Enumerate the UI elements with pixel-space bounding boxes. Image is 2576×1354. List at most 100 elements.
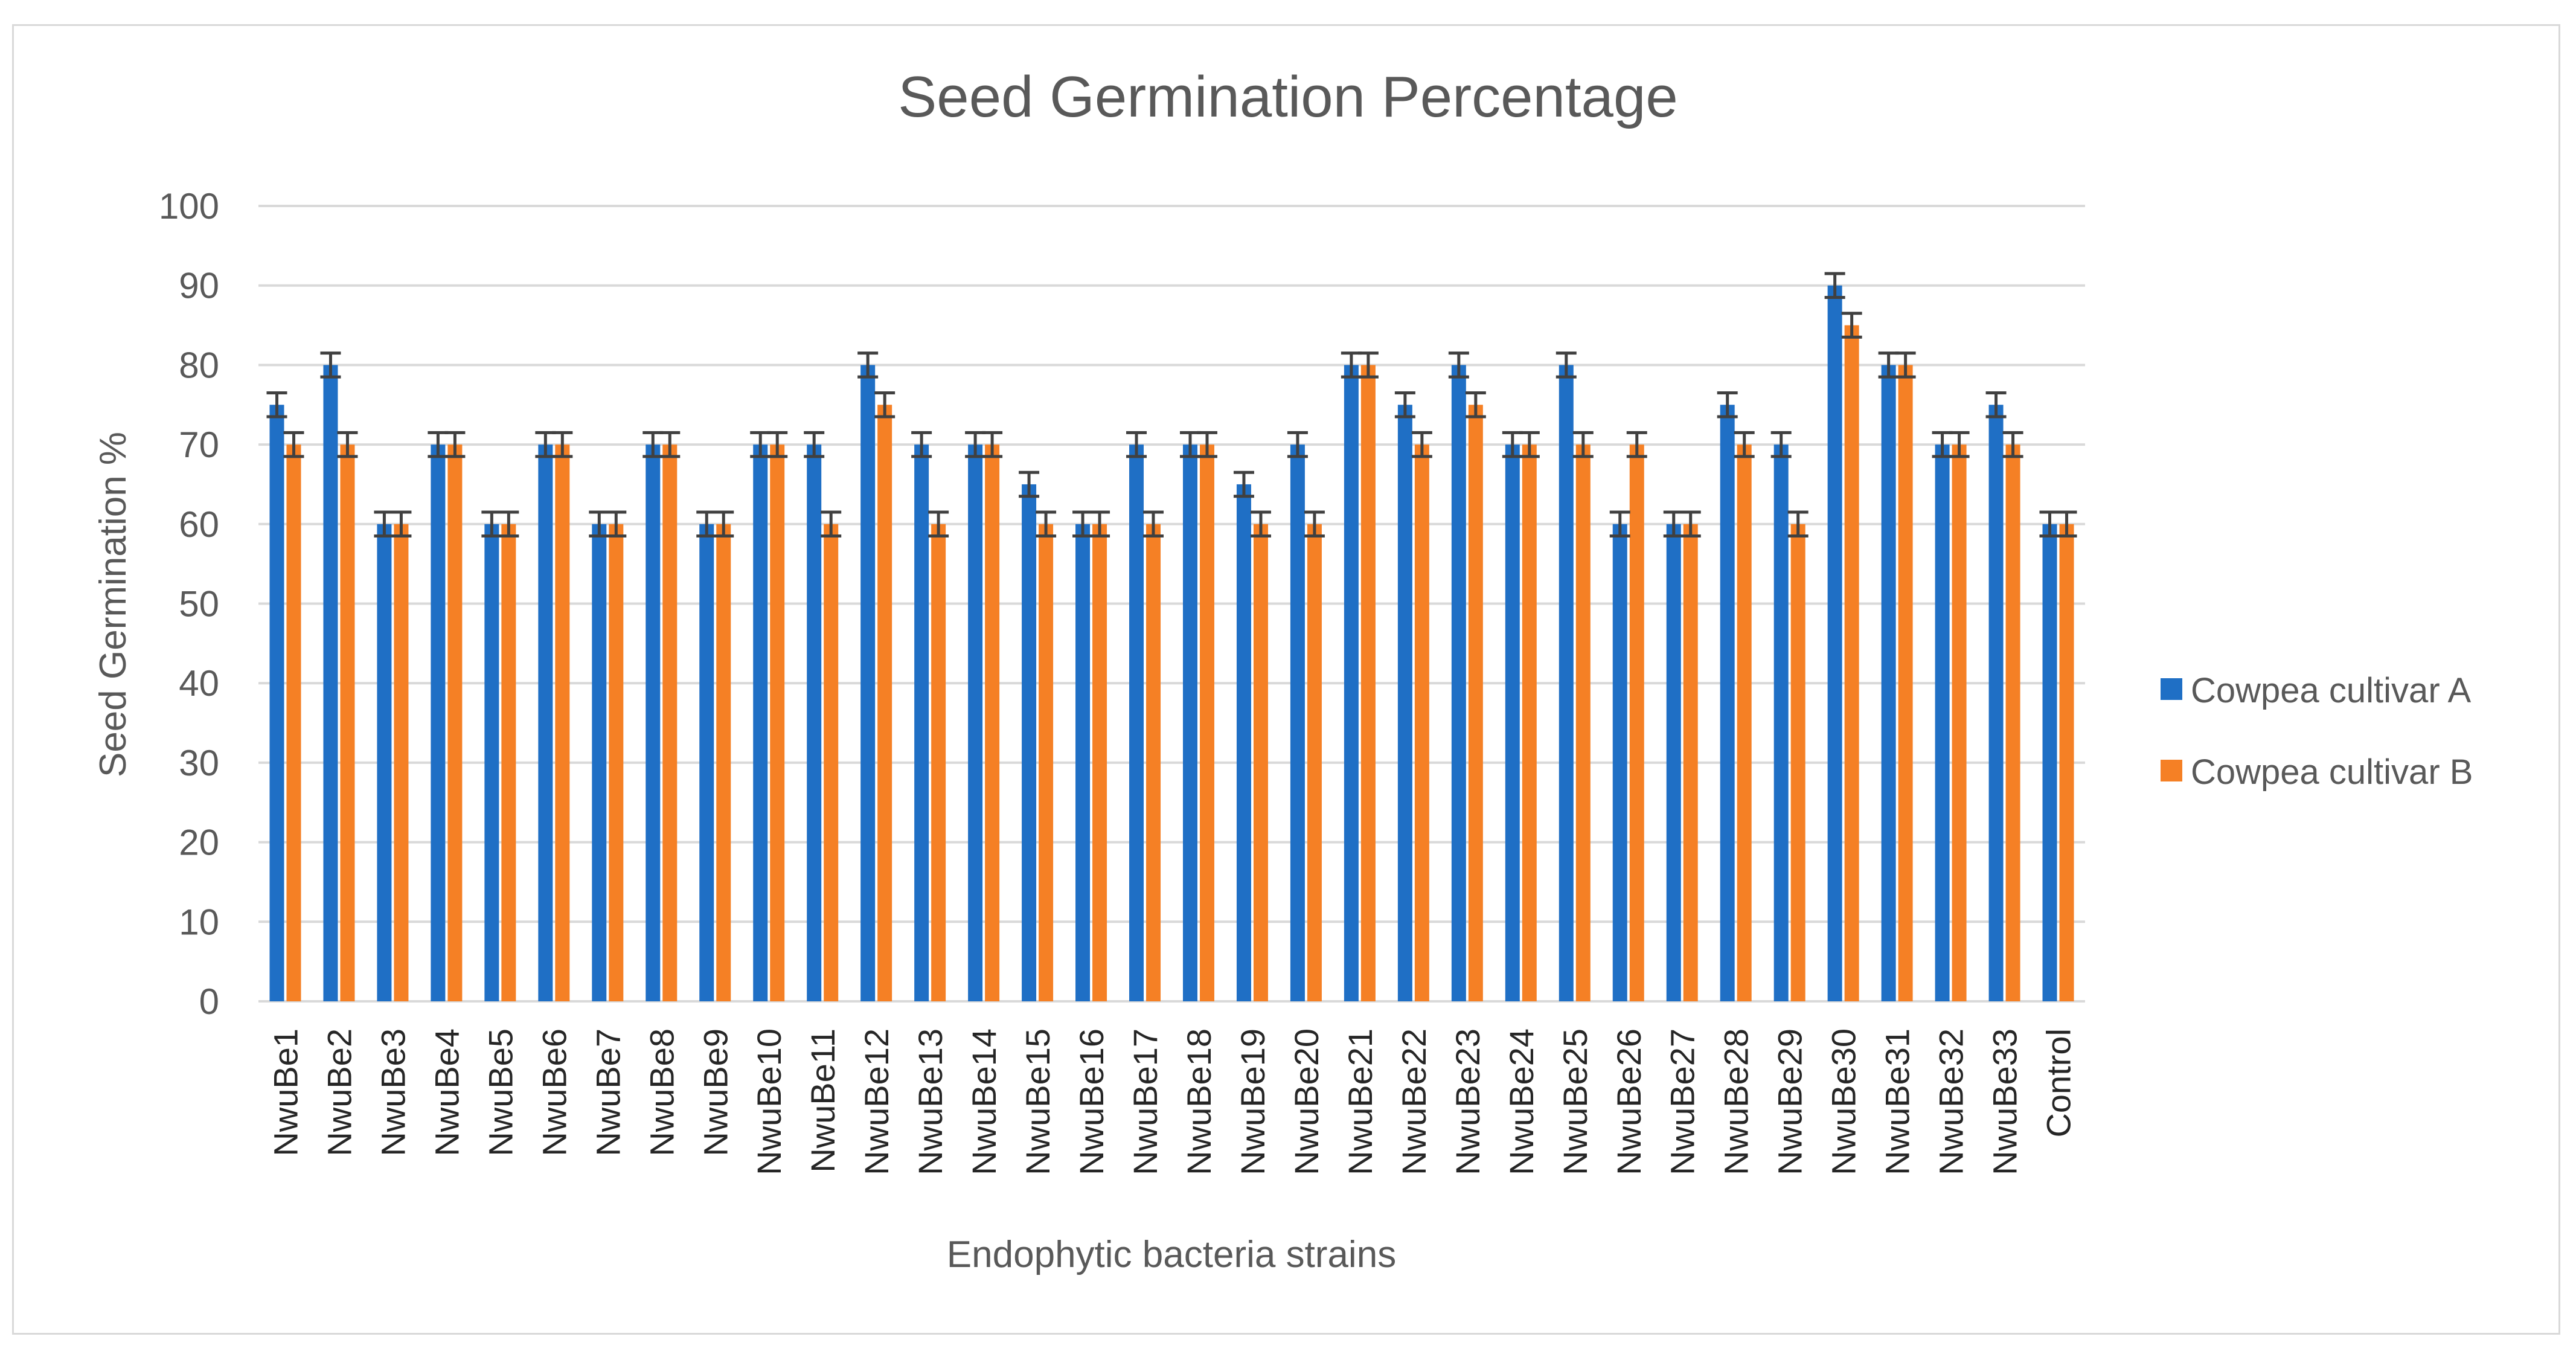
legend-swatch-b [2161, 760, 2182, 781]
bar-a-NwuBe4 [431, 444, 446, 1001]
x-tick-label: NwuBe4 [428, 1028, 466, 1157]
bar-a-NwuBe5 [484, 524, 499, 1001]
x-tick-label: NwuBe25 [1556, 1028, 1594, 1175]
error-bar [1841, 312, 1862, 339]
bar-b-NwuBe20 [1307, 524, 1322, 1001]
x-tick-label: NwuBe20 [1287, 1028, 1325, 1175]
y-tick-label: 70 [179, 425, 219, 465]
error-bar [1626, 431, 1647, 458]
error-bar [2002, 431, 2023, 458]
y-tick-label: 20 [179, 823, 219, 863]
error-bar [874, 391, 896, 419]
y-tick-label: 0 [199, 981, 219, 1022]
bar-b-NwuBe19 [1253, 524, 1268, 1001]
x-tick-label: NwuBe13 [911, 1028, 949, 1175]
bar-a-NwuBe25 [1559, 365, 1574, 1001]
bar-a-NwuBe26 [1612, 524, 1627, 1001]
error-bar [1770, 431, 1792, 458]
y-tick-label: 40 [179, 663, 219, 704]
x-tick-label: NwuBe12 [857, 1028, 896, 1175]
error-bar [1287, 431, 1308, 458]
error-bar [1717, 391, 1738, 419]
bar-b-NwuBe26 [1629, 444, 1644, 1001]
error-bar [821, 510, 842, 538]
bar-b-NwuBe17 [1146, 524, 1161, 1001]
bar-b-NwuBe11 [824, 524, 839, 1001]
error-bars [266, 272, 2077, 538]
bar-a-NwuBe29 [1773, 444, 1789, 1001]
x-tick-label: NwuBe19 [1234, 1028, 1272, 1175]
bar-a-NwuBe14 [968, 444, 983, 1001]
y-tick-label: 10 [179, 902, 219, 942]
bar-b-NwuBe33 [2005, 444, 2020, 1001]
chart-frame: Seed Germination Percentage 0 10 20 30 40 50 6… [12, 24, 2560, 1335]
x-tick-label: NwuBe10 [750, 1028, 788, 1175]
error-bar [911, 431, 932, 458]
bar-a-NwuBe21 [1344, 365, 1359, 1001]
bar-b-NwuBe22 [1414, 444, 1429, 1001]
error-bar [1556, 351, 1577, 379]
bar-a-NwuBe15 [1022, 484, 1037, 1001]
bar-b-NwuBe29 [1790, 524, 1805, 1001]
error-bar [266, 391, 287, 419]
error-bar [498, 510, 519, 538]
error-bar [1895, 351, 1916, 379]
error-bar [857, 351, 879, 379]
y-tick-label: 100 [159, 186, 219, 226]
error-bar [552, 431, 573, 458]
y-tick-label: 80 [179, 345, 219, 385]
error-bar [1609, 510, 1630, 538]
error-bar [1824, 272, 1845, 299]
bar-b-NwuBe21 [1360, 365, 1376, 1001]
y-tick-label: 60 [179, 504, 219, 545]
bar-b-NwuBe6 [555, 444, 570, 1001]
legend-label-b: Cowpea cultivar B [2191, 752, 2473, 792]
y-tick-label: 50 [179, 584, 219, 624]
error-bar [2056, 510, 2077, 538]
error-bar [1304, 510, 1325, 538]
error-bar [928, 510, 949, 538]
x-tick-label: NwuBe22 [1395, 1028, 1433, 1175]
error-bar [391, 510, 412, 538]
bar-b-NwuBe5 [501, 524, 516, 1001]
bar-a-NwuBe28 [1720, 405, 1735, 1001]
bar-b-NwuBe1 [286, 444, 301, 1001]
x-tick-label: NwuBe31 [1879, 1028, 1917, 1175]
bar-b-NwuBe30 [1844, 325, 1859, 1001]
error-bar [1985, 391, 2007, 419]
bar-b-NwuBe28 [1737, 444, 1752, 1001]
error-bar [1411, 431, 1432, 458]
y-axis-label: Seed Germination % [92, 432, 134, 777]
bar-b-NwuBe16 [1092, 524, 1107, 1001]
x-tick-label: NwuBe28 [1717, 1028, 1755, 1175]
error-bar [320, 351, 341, 379]
error-bar [1089, 510, 1110, 538]
error-bar [1143, 510, 1164, 538]
x-tick-label: NwuBe17 [1126, 1028, 1164, 1175]
x-tick-label: NwuBe6 [535, 1028, 573, 1157]
bar-b-NwuBe31 [1898, 365, 1913, 1001]
error-bar [606, 510, 627, 538]
bar-a-NwuBe12 [860, 365, 876, 1001]
error-bar [283, 431, 304, 458]
bar-a-NwuBe24 [1505, 444, 1520, 1001]
x-tick-label: NwuBe15 [1019, 1028, 1057, 1175]
x-tick-label: NwuBe18 [1180, 1028, 1218, 1175]
bar-a-NwuBe27 [1666, 524, 1681, 1001]
bar-a-NwuBe20 [1290, 444, 1305, 1001]
error-bar [804, 431, 825, 458]
bar-a-Control [2042, 524, 2057, 1001]
error-bar [444, 431, 466, 458]
x-tick-label: NwuBe21 [1341, 1028, 1379, 1175]
bar-a-NwuBe10 [753, 444, 768, 1001]
bar-b-NwuBe13 [931, 524, 946, 1001]
x-tick-label: Control [2040, 1028, 2078, 1138]
x-tick-label: NwuBe2 [320, 1028, 358, 1157]
error-bar [1519, 431, 1540, 458]
x-tick-label: NwuBe27 [1664, 1028, 1702, 1175]
error-bar [1949, 431, 1970, 458]
x-tick-label: NwuBe9 [696, 1028, 734, 1157]
bar-a-NwuBe6 [538, 444, 553, 1001]
bar-b-NwuBe32 [1952, 444, 1967, 1001]
error-bar [337, 431, 358, 458]
